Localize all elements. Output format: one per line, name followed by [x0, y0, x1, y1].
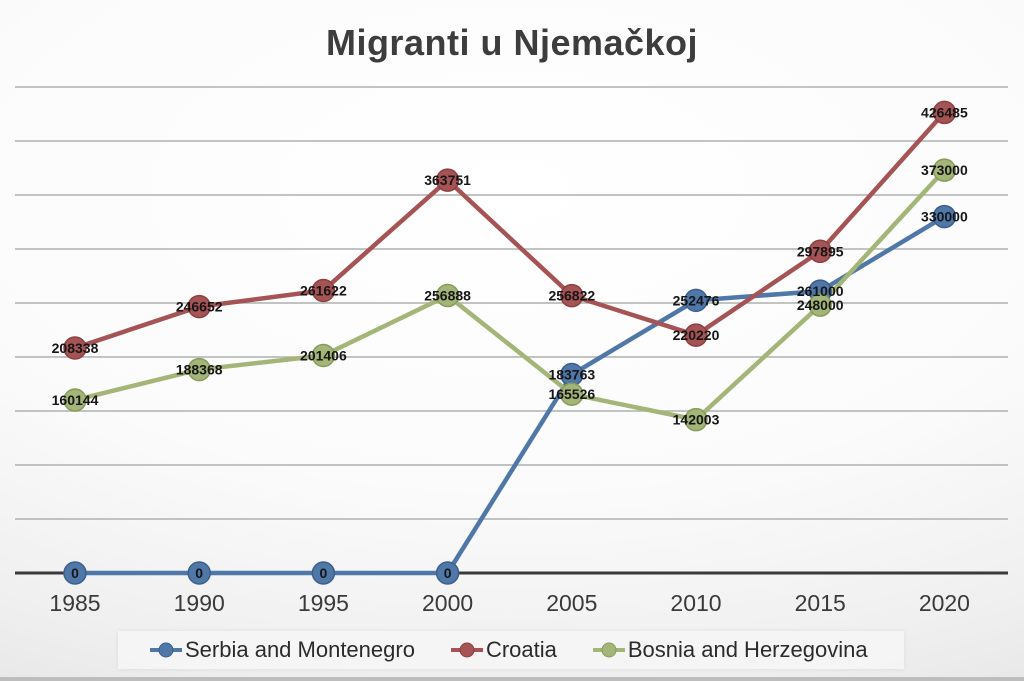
data-point-serbia-and-montenegro: [932, 204, 957, 229]
data-point-serbia-and-montenegro: [63, 561, 87, 585]
data-point-croatia: [311, 278, 336, 303]
line-chart: 1985 1990 1995 2000 2005 2010 2015 2020 0 0 0 0 1837…: [15, 86, 1008, 616]
data-point-label: 183763: [548, 367, 595, 383]
legend-item-bosnia-and-herzegovina: Bosnia and Herzegovina: [592, 637, 868, 663]
data-point-label: 0: [71, 565, 79, 581]
data-point-croatia: [63, 336, 87, 360]
data-point-label: 0: [320, 565, 328, 581]
data-point-bosnia-and-herzegovina: [808, 293, 832, 317]
x-tick-label-2000: 2000: [422, 590, 473, 616]
data-point-label: 142003: [673, 412, 720, 428]
legend-item-label: Croatia: [485, 637, 557, 662]
data-point-bosnia-and-herzegovina: [187, 357, 211, 382]
data-point-bosnia-and-herzegovina: [684, 407, 708, 432]
data-point-label: 0: [195, 565, 203, 581]
data-point-label: 426485: [921, 104, 968, 120]
data-point-label: 188368: [176, 362, 223, 378]
data-point-croatia: [187, 294, 211, 319]
series-line-serbia-and-montenegro: [72, 214, 947, 576]
x-tick-label-1995: 1995: [298, 590, 349, 616]
data-point-label: 256888: [424, 288, 471, 304]
data-point-label: 208338: [52, 340, 99, 356]
data-point-label: 165526: [548, 386, 595, 402]
legend-item-serbia-and-montenegro: Serbia and Montenegro: [150, 637, 415, 663]
data-point-label: 297895: [797, 243, 844, 259]
data-point-serbia-and-montenegro: [187, 561, 211, 585]
data-point-label: 160144: [52, 392, 99, 408]
data-point-croatia: [684, 323, 708, 347]
data-point-label: 248000: [797, 297, 844, 313]
x-tick-label-2015: 2015: [795, 590, 846, 616]
data-point-bosnia-and-herzegovina: [435, 283, 460, 308]
data-point-croatia: [808, 239, 832, 264]
data-point-croatia: [435, 168, 460, 192]
x-tick-label-2010: 2010: [670, 590, 721, 616]
legend-marker-icon: [150, 642, 182, 658]
data-point-label: 261622: [300, 282, 347, 298]
data-point-serbia-and-montenegro: [311, 561, 336, 585]
data-point-label: 363751: [424, 172, 471, 188]
legend-item-label: Serbia and Montenegro: [185, 637, 415, 662]
data-point-label: 246652: [176, 299, 223, 315]
legend-item-croatia: Croatia: [450, 637, 557, 663]
legend-item-label: Bosnia and Herzegovina: [627, 637, 868, 662]
data-point-label: 201406: [300, 347, 347, 363]
series-line-croatia: [72, 110, 947, 351]
data-point-croatia: [560, 283, 584, 308]
data-point-bosnia-and-herzegovina: [63, 388, 87, 412]
data-point-label: 373000: [921, 162, 968, 178]
legend: Serbia and Montenegro Croatia Bosnia and H…: [118, 631, 904, 669]
data-point-croatia: [932, 100, 957, 125]
data-point-label: 220220: [673, 327, 720, 343]
legend-marker-icon: [450, 642, 483, 658]
data-point-bosnia-and-herzegovina: [560, 382, 584, 406]
x-tick-label-2005: 2005: [546, 590, 597, 616]
legend-marker-icon: [592, 642, 625, 658]
data-point-label: 252476: [673, 292, 720, 308]
data-point-serbia-and-montenegro: [684, 288, 708, 313]
data-point-serbia-and-montenegro: [435, 561, 460, 585]
chart-title: Migranti u Njemačkoj: [325, 22, 699, 63]
series-line-bosnia-and-herzegovina: [72, 167, 947, 422]
data-point-label: 0: [444, 565, 452, 581]
data-point-label: 330000: [921, 209, 968, 225]
data-point-label: 256822: [548, 288, 595, 304]
x-tick-label-2020: 2020: [919, 590, 970, 616]
data-point-bosnia-and-herzegovina: [932, 158, 957, 182]
data-point-bosnia-and-herzegovina: [311, 343, 336, 368]
x-tick-label-1985: 1985: [49, 590, 100, 616]
data-point-label: 261000: [797, 283, 844, 299]
x-tick-label-1990: 1990: [174, 590, 225, 616]
